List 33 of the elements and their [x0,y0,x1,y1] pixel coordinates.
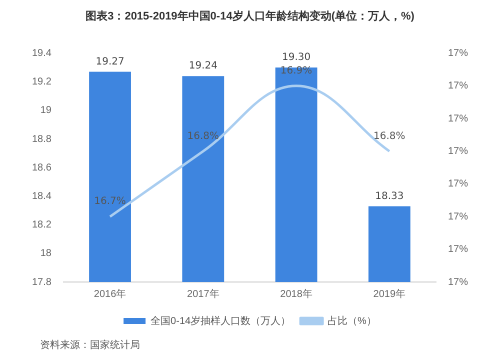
x-tick-label: 2018年 [280,288,312,300]
y-tick-label: 17.8 [32,276,52,288]
chart-title: 图表3：2015-2019年中国0-14岁人口年龄结构变动(单位：万人，%) [86,10,415,23]
text: 资料来源：国家统计局 [40,338,140,352]
data-label: 19.27 [96,56,124,68]
x-tick-label: 2017年 [187,288,220,300]
y-tick-label: 18.6 [32,162,52,174]
y-tick-label: 19 [40,105,52,116]
y2-tick-label: 17% [448,48,468,59]
x-tick-label: 2016年 [94,288,126,300]
data-label: 18.33 [375,190,404,202]
legend-label: 占比（%） [328,314,376,327]
y-tick-label: 19.4 [32,48,52,59]
data-label: 16.8% [187,130,220,142]
x-tick-label: 2019年 [373,288,406,300]
y2-tick-label: 17% [448,211,468,222]
y-tick-label: 18.2 [32,220,52,231]
data-label: 16.9% [280,65,312,76]
y-tick-label: 18 [40,248,52,260]
y-tick-label: 19.2 [32,76,52,88]
y-tick-label: 18.8 [32,134,52,145]
y2-tick-label: 17% [448,80,468,92]
y2-tick-label: 17% [448,146,468,158]
y-tick-label: 18.4 [32,190,52,202]
y2-tick-label: 17% [448,276,468,288]
y2-tick-label: 17% [448,178,468,190]
legend-label: 全国0-14岁抽样人口数（万人） [150,314,291,327]
data-label: 19.24 [188,60,218,72]
y2-tick-label: 17% [448,113,468,124]
data-label: 19.30 [282,52,311,64]
data-label: 16.8% [374,130,406,142]
data-label: 16.7% [94,196,126,208]
y2-tick-label: 17% [448,244,468,256]
